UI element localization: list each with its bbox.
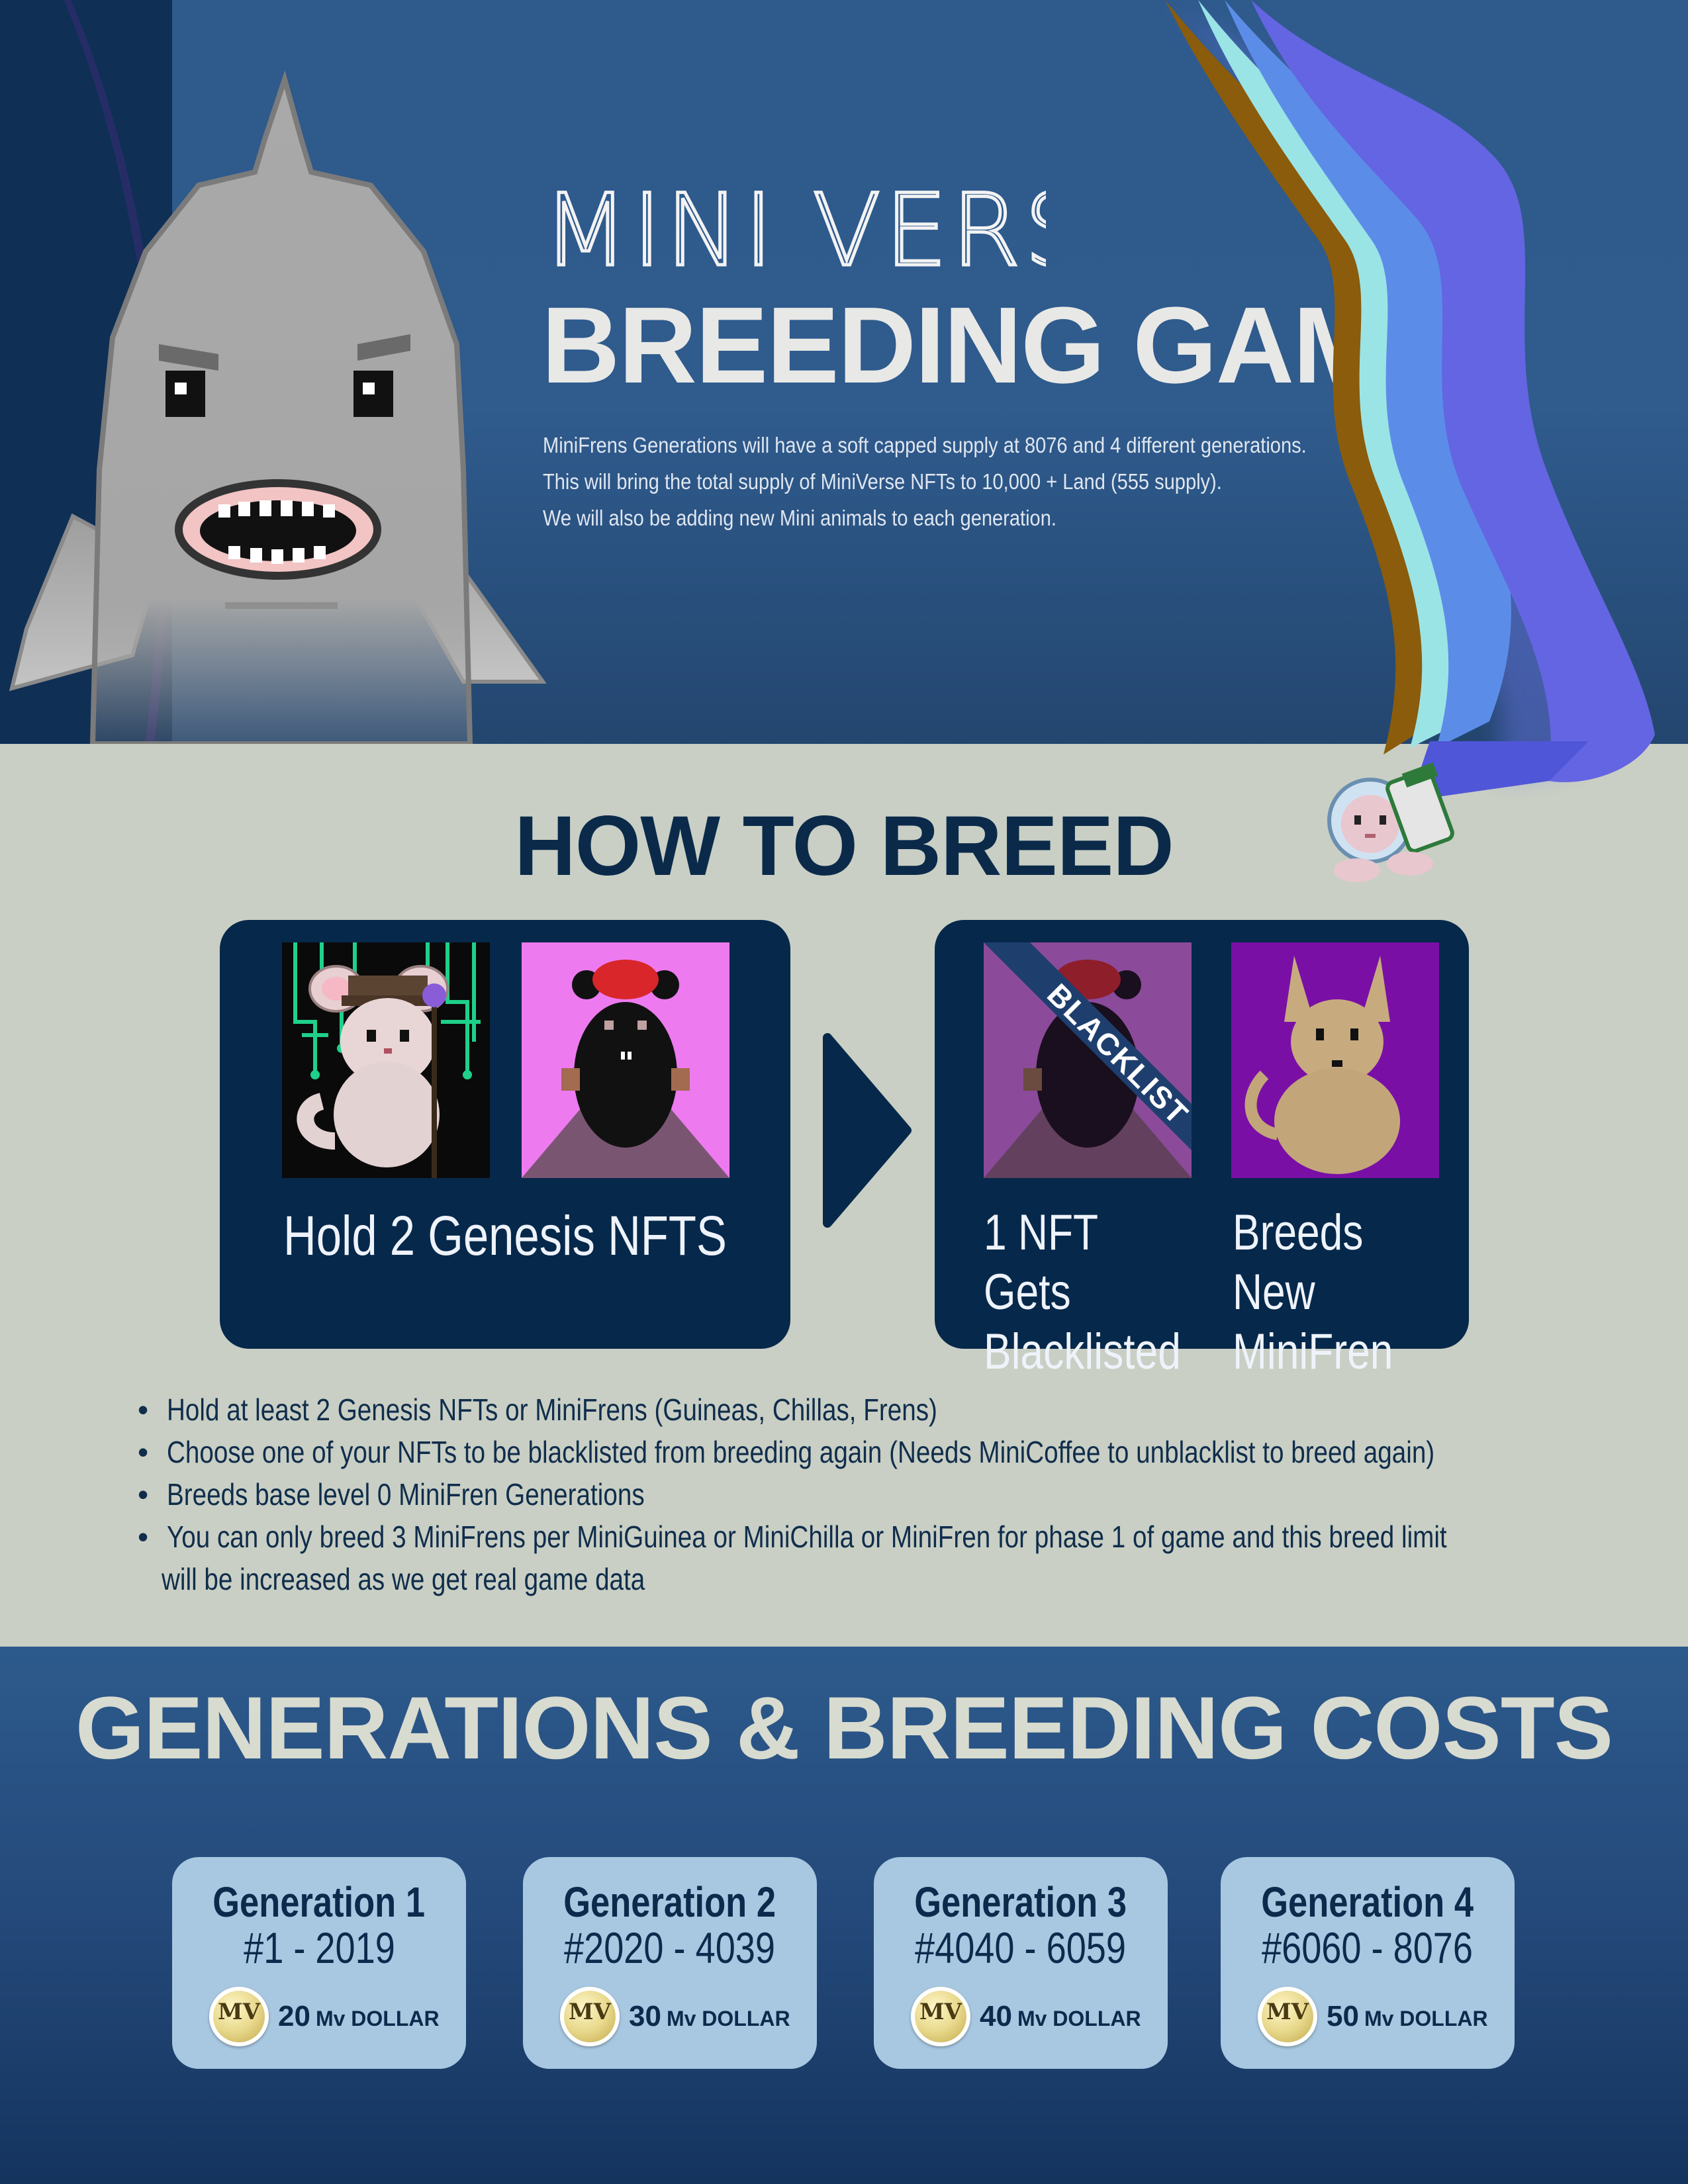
generation-range: #4040 - 6059 [915, 1923, 1127, 1972]
generation-name: Generation 3 [914, 1878, 1127, 1926]
hold-nfts-panel: Hold 2 Genesis NFTS [220, 920, 790, 1349]
cost-unit: Mv DOLLAR [666, 2007, 790, 2030]
rainbow-streamer-decoration [1165, 0, 1655, 801]
blacklisted-label: 1 NFT Gets Blacklisted [984, 1205, 1181, 1380]
page-title: BREEDING GAME [541, 285, 1454, 406]
generation-range: #2020 - 4039 [564, 1923, 776, 1972]
generation-range: #6060 - 8076 [1262, 1923, 1474, 1972]
list-item: Choose one of your NFTs to be blackliste… [136, 1431, 1593, 1473]
shark-mascot-illustration [9, 70, 547, 744]
list-item-continuation: will be increased as we get real game da… [162, 1562, 645, 1596]
generation-card: Generation 3 #4040 - 6059 MV 40 Mv DOLLAR [874, 1857, 1168, 2069]
generations-title: GENERATIONS & BREEDING COSTS [75, 1679, 1613, 1778]
cost-amount: 20 [278, 2000, 310, 2032]
intro-line: This will bring the total supply of Mini… [543, 469, 1222, 494]
generation-name: Generation 2 [563, 1878, 776, 1926]
brand-logo: MINI VERSE [543, 179, 1046, 278]
blacklisted-nft-image [984, 942, 1192, 1178]
cost-unit: Mv DOLLAR [1017, 2007, 1141, 2030]
hold-nfts-label: Hold 2 Genesis NFTS [283, 1205, 727, 1267]
intro-text: MiniFrens Generations will have a soft c… [543, 427, 1403, 536]
list-item: You can only breed 3 MiniFrens per MiniG… [136, 1516, 1593, 1600]
chinchilla-nft-image [282, 942, 490, 1178]
cost-unit: Mv DOLLAR [1364, 2007, 1488, 2030]
how-to-breed-title: HOW TO BREED [514, 799, 1174, 893]
astronaut-mascot-illustration [1327, 762, 1454, 882]
mv-dollar-coin-icon: MV [1258, 1987, 1317, 2046]
generation-range: #1 - 2019 [243, 1923, 395, 1972]
generation-card: Generation 1 #1 - 2019 MV 20 Mv DOLLAR [172, 1857, 466, 2069]
mv-dollar-coin-icon: MV [209, 1987, 269, 2046]
generation-cost: MV 20 Mv DOLLAR [209, 1987, 447, 2046]
cost-amount: 30 [629, 2000, 661, 2032]
guinea-pig-nft-image [522, 942, 729, 1178]
new-minifren-nft-image [1231, 942, 1439, 1178]
generation-card: Generation 4 #6060 - 8076 MV 50 Mv DOLLAR [1221, 1857, 1515, 2069]
generation-cost: MV 30 Mv DOLLAR [560, 1987, 798, 2046]
intro-line: MiniFrens Generations will have a soft c… [543, 433, 1307, 457]
generation-card: Generation 2 #2020 - 4039 MV 30 Mv DOLLAR [523, 1857, 817, 2069]
mv-dollar-coin-icon: MV [560, 1987, 620, 2046]
generation-name: Generation 4 [1261, 1878, 1474, 1926]
cost-unit: Mv DOLLAR [315, 2007, 440, 2030]
generation-name: Generation 1 [212, 1878, 426, 1926]
breeds-new-label: Breeds New MiniFren [1233, 1205, 1393, 1380]
mv-dollar-coin-icon: MV [911, 1987, 970, 2046]
breeding-rules-list: Hold at least 2 Genesis NFTs or MiniFren… [136, 1388, 1593, 1600]
list-item: Hold at least 2 Genesis NFTs or MiniFren… [136, 1388, 1593, 1431]
intro-line: We will also be adding new Mini animals … [543, 506, 1056, 530]
brand-logo-text: MINI VERSE [543, 179, 1046, 278]
breed-result-panel: BLACKLIST 1 NFT Gets Blacklisted Breeds … [935, 920, 1469, 1380]
arrow-right-icon [823, 1033, 912, 1228]
list-item: Breeds base level 0 MiniFren Generations [136, 1473, 1593, 1516]
cost-amount: 50 [1327, 2000, 1359, 2032]
generation-cost: MV 40 Mv DOLLAR [911, 1987, 1149, 2046]
cost-amount: 40 [980, 2000, 1012, 2032]
generation-cost: MV 50 Mv DOLLAR [1258, 1987, 1496, 2046]
